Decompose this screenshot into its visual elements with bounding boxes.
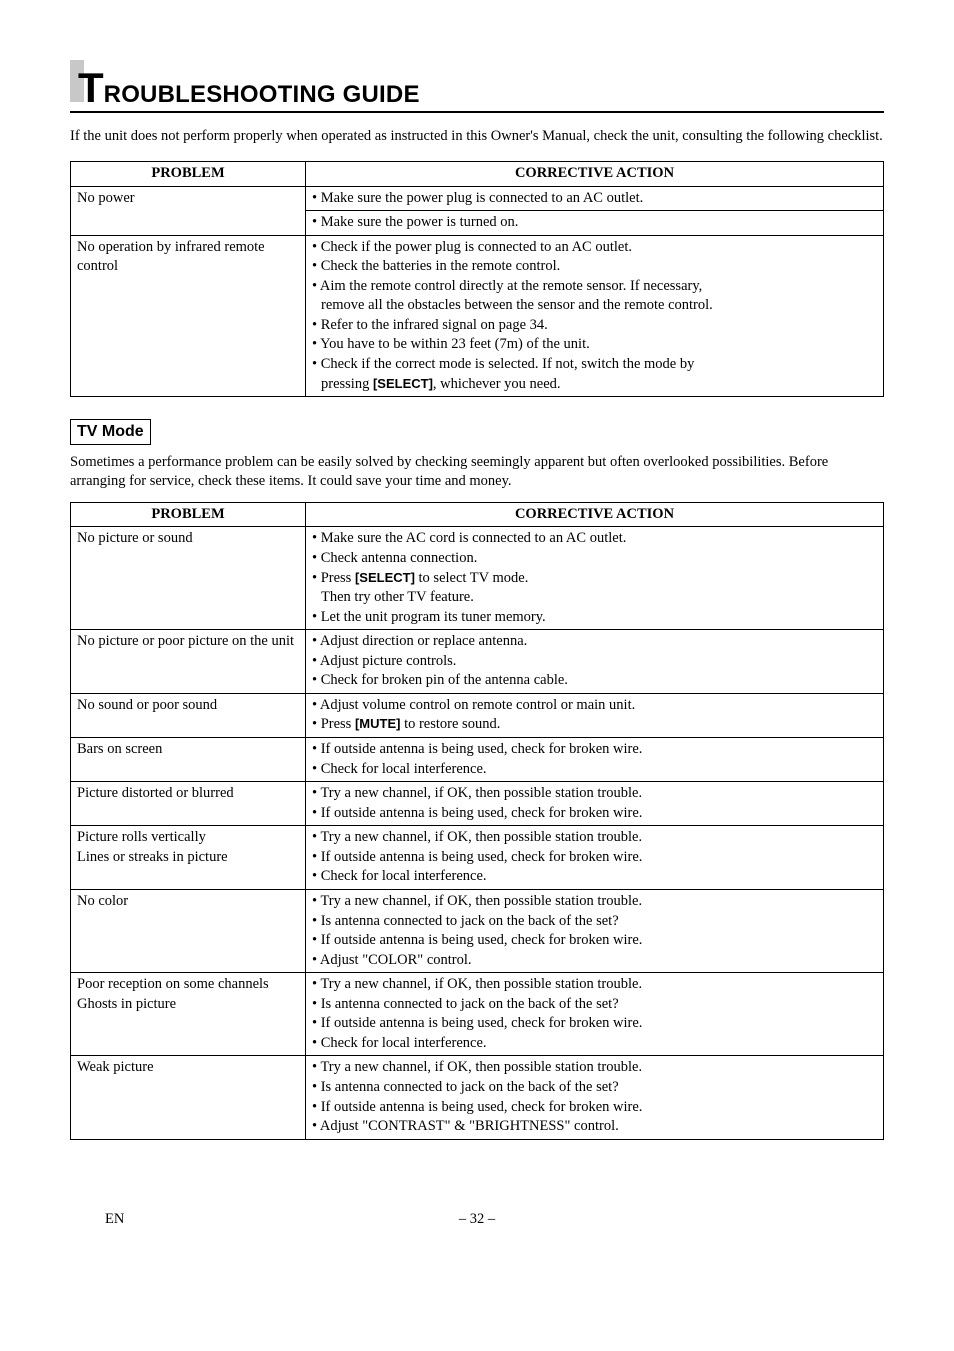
action-line: • Check for local interference. [312, 1034, 877, 1054]
action-line: • Press [SELECT] to select TV mode. [312, 569, 877, 589]
action-line: • Adjust volume control on remote contro… [312, 696, 877, 716]
action-line: • If outside antenna is being used, chec… [312, 931, 877, 951]
table-row: Poor reception on some channelsGhosts in… [71, 973, 884, 1056]
problem-cell: No operation by infrared remote control [71, 235, 306, 397]
action-line: • Check if the correct mode is selected.… [312, 355, 877, 394]
footer-page-number: – 32 – [459, 1210, 495, 1230]
table-row: Bars on screen • If outside antenna is b… [71, 738, 884, 782]
action-cell: • Try a new channel, if OK, then possibl… [306, 826, 884, 890]
problem-cell: No picture or sound [71, 527, 306, 630]
action-line: • If outside antenna is being used, chec… [312, 804, 877, 824]
action-line: • Try a new channel, if OK, then possibl… [312, 784, 877, 804]
problem-cell: Bars on screen [71, 738, 306, 782]
problem-cell: No color [71, 889, 306, 972]
action-cell: • Check if the power plug is connected t… [306, 235, 884, 397]
action-line: • Make sure the AC cord is connected to … [312, 529, 877, 549]
action-line: • Try a new channel, if OK, then possibl… [312, 1058, 877, 1078]
tv-mode-heading: TV Mode [70, 419, 151, 445]
action-line: • Is antenna connected to jack on the ba… [312, 1078, 877, 1098]
problem-cell: No power [71, 186, 306, 235]
action-line-cont: Then try other TV feature. [312, 588, 877, 608]
brightness-label: BRIGHTNESS [475, 1118, 564, 1134]
action-line: • Is antenna connected to jack on the ba… [312, 912, 877, 932]
action-line: • Adjust picture controls. [312, 652, 877, 672]
problem-cell: Poor reception on some channelsGhosts in… [71, 973, 306, 1056]
problem-cell: No sound or poor sound [71, 693, 306, 737]
action-line: • Adjust "CONTRAST" & "BRIGHTNESS" contr… [312, 1117, 877, 1137]
problem-cell: No picture or poor picture on the unit [71, 630, 306, 694]
action-cell: • Try a new channel, if OK, then possibl… [306, 782, 884, 826]
table-row: No color • Try a new channel, if OK, the… [71, 889, 884, 972]
action-cell: • Try a new channel, if OK, then possibl… [306, 1056, 884, 1139]
action-cell: • Try a new channel, if OK, then possibl… [306, 889, 884, 972]
action-line: • Check for local interference. [312, 867, 877, 887]
heading-big-letter: T [78, 67, 104, 109]
action-line: • If outside antenna is being used, chec… [312, 848, 877, 868]
action-line: • Is antenna connected to jack on the ba… [312, 995, 877, 1015]
action-line: • Refer to the infrared signal on page 3… [312, 316, 877, 336]
action-line: • Let the unit program its tuner memory. [312, 608, 877, 628]
action-line: • Try a new channel, if OK, then possibl… [312, 975, 877, 995]
action-line: • Check the batteries in the remote cont… [312, 257, 877, 277]
table-row: No picture or poor picture on the unit •… [71, 630, 884, 694]
action-line: • If outside antenna is being used, chec… [312, 740, 877, 760]
action-line: • Adjust "COLOR" control. [312, 951, 877, 971]
heading-rest: ROUBLESHOOTING GUIDE [104, 79, 420, 111]
color-label: COLOR [368, 952, 417, 968]
col-header-action: CORRECTIVE ACTION [306, 502, 884, 527]
action-line: • Check for broken pin of the antenna ca… [312, 671, 877, 691]
tv-intro-paragraph: Sometimes a performance problem can be e… [70, 453, 884, 492]
col-header-problem: PROBLEM [71, 161, 306, 186]
select-label: [SELECT] [355, 570, 415, 585]
action-line: • Try a new channel, if OK, then possibl… [312, 892, 877, 912]
action-cell: • Make sure the power is turned on. [306, 211, 884, 236]
table-row: No operation by infrared remote control … [71, 235, 884, 397]
action-line: • You have to be within 23 feet (7m) of … [312, 335, 877, 355]
table-row: No power • Make sure the power plug is c… [71, 186, 884, 211]
table-row: Picture distorted or blurred • Try a new… [71, 782, 884, 826]
action-line: • Check antenna connection. [312, 549, 877, 569]
main-heading: T ROUBLESHOOTING GUIDE [70, 60, 884, 113]
action-line: • If outside antenna is being used, chec… [312, 1098, 877, 1118]
table-row: Picture rolls verticallyLines or streaks… [71, 826, 884, 890]
action-line: • Check if the power plug is connected t… [312, 238, 877, 258]
col-header-action: CORRECTIVE ACTION [306, 161, 884, 186]
action-line: • If outside antenna is being used, chec… [312, 1014, 877, 1034]
action-cell: • Try a new channel, if OK, then possibl… [306, 973, 884, 1056]
table-header-row: PROBLEM CORRECTIVE ACTION [71, 502, 884, 527]
action-line: • Adjust direction or replace antenna. [312, 632, 877, 652]
problem-cell: Weak picture [71, 1056, 306, 1139]
problem-cell: Picture rolls verticallyLines or streaks… [71, 826, 306, 890]
action-line: • Check for local interference. [312, 760, 877, 780]
problem-cell: Picture distorted or blurred [71, 782, 306, 826]
page-footer: EN – 32 – [70, 1210, 884, 1230]
contrast-label: CONTRAST [368, 1118, 445, 1134]
footer-left: EN [70, 1211, 124, 1227]
action-line-cont: remove all the obstacles between the sen… [312, 296, 877, 316]
action-line-cont: pressing [SELECT], whichever you need. [312, 375, 877, 395]
action-cell: • Adjust direction or replace antenna. •… [306, 630, 884, 694]
action-cell: • Make sure the power plug is connected … [306, 186, 884, 211]
mute-label: [MUTE] [355, 716, 401, 731]
heading-inner: T ROUBLESHOOTING GUIDE [70, 60, 884, 111]
action-cell: • If outside antenna is being used, chec… [306, 738, 884, 782]
table-header-row: PROBLEM CORRECTIVE ACTION [71, 161, 884, 186]
col-header-problem: PROBLEM [71, 502, 306, 527]
action-cell: • Make sure the AC cord is connected to … [306, 527, 884, 630]
table-row: No sound or poor sound • Adjust volume c… [71, 693, 884, 737]
intro-paragraph: If the unit does not perform properly wh… [70, 127, 884, 147]
action-cell: • Adjust volume control on remote contro… [306, 693, 884, 737]
action-line: • Press [MUTE] to restore sound. [312, 715, 877, 735]
troubleshooting-table-general: PROBLEM CORRECTIVE ACTION No power • Mak… [70, 161, 884, 397]
action-line: • Aim the remote control directly at the… [312, 277, 877, 316]
select-label: [SELECT] [373, 376, 433, 391]
table-row: Weak picture • Try a new channel, if OK,… [71, 1056, 884, 1139]
action-line: • Try a new channel, if OK, then possibl… [312, 828, 877, 848]
troubleshooting-table-tv: PROBLEM CORRECTIVE ACTION No picture or … [70, 502, 884, 1140]
table-row: No picture or sound • Make sure the AC c… [71, 527, 884, 630]
